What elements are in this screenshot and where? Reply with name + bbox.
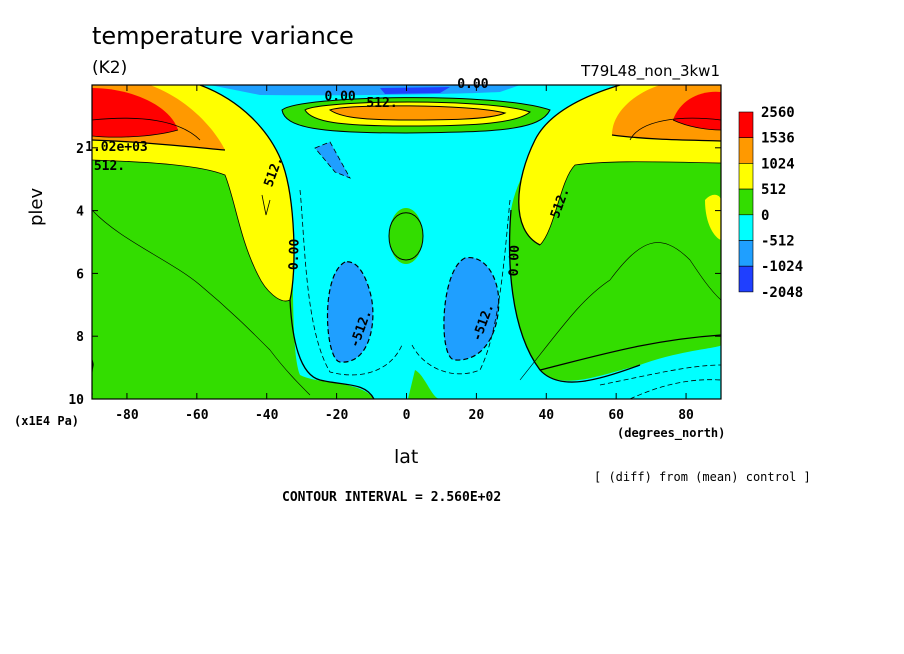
colorbar-swatch [738, 137, 754, 164]
chart-title: temperature variance [92, 22, 354, 50]
colorbar-swatch [738, 265, 754, 293]
colorbar: 2560 1536 1024 512 0 -512 -1024 -2048 [738, 105, 803, 301]
experiment-label: T79L48_non_3kw1 [581, 62, 720, 80]
y-tick-label: 10 [68, 393, 84, 408]
x-tick-label: -80 [115, 408, 139, 423]
x-axis-unit: (degrees_north) [617, 426, 726, 440]
x-tick-label: 80 [678, 408, 694, 423]
contour-label: 0.00 [457, 77, 488, 92]
y-tick-label: 8 [76, 330, 84, 345]
y-tick-label: 4 [76, 205, 84, 220]
y-tick-label: 2 [76, 142, 84, 157]
x-tick-label: 20 [469, 408, 485, 423]
colorbar-level-label: -512 [761, 234, 795, 250]
axes: -80 -60 -40 -20 0 20 40 60 80 2 4 6 8 10 [68, 85, 721, 423]
contour-label: 0.00 [507, 245, 523, 277]
colorbar-level-label: 2560 [761, 105, 795, 121]
colorbar-swatch [738, 188, 754, 216]
colorbar-swatch [738, 214, 754, 241]
x-tick-label: -40 [255, 408, 279, 423]
colorbar-swatch [738, 111, 754, 139]
contour-label: 0.00 [324, 90, 355, 105]
contour-label: 0.00 [287, 238, 303, 270]
colorbar-level-label: 1536 [761, 131, 795, 147]
colorbar-level-label: -1024 [761, 259, 803, 275]
contour-label: 512. [366, 96, 397, 111]
contour-lines [92, 85, 721, 399]
contour-label: 1.02e+03 [85, 140, 148, 155]
colorbar-level-label: -2048 [761, 285, 803, 301]
colorbar-swatch [738, 240, 754, 267]
x-tick-label: 0 [403, 408, 411, 423]
filled-contours [92, 85, 721, 399]
diff-note: [ (diff) from (mean) control ] [594, 470, 811, 484]
y-axis-unit: (x1E4 Pa) [14, 414, 80, 428]
units-label: (K2) [92, 58, 128, 78]
x-axis-label: lat [394, 446, 419, 468]
x-tick-label: 40 [538, 408, 554, 423]
x-tick-label: -20 [325, 408, 349, 423]
y-tick-label: 6 [76, 267, 84, 282]
colorbar-level-label: 0 [761, 208, 769, 224]
colorbar-swatch [738, 163, 754, 190]
contour-label: 512. [94, 159, 125, 174]
x-tick-label: 60 [608, 408, 624, 423]
colorbar-level-label: 1024 [761, 156, 795, 172]
colorbar-level-label: 512 [761, 182, 786, 198]
contour-interval: CONTOUR INTERVAL = 2.560E+02 [282, 490, 502, 505]
x-tick-label: -60 [185, 408, 209, 423]
